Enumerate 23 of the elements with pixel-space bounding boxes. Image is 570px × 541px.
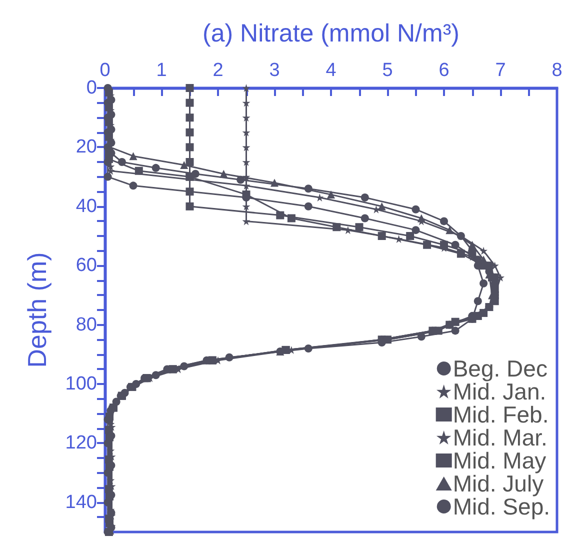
x-tick-label: 4 <box>326 60 337 81</box>
x-tick-label: 0 <box>100 60 110 81</box>
y-tick-label: 80 <box>76 314 97 336</box>
legend-label: Beg. Dec <box>452 356 548 382</box>
x-axis-title: (a) Nitrate (mmol N/m³) <box>202 20 460 48</box>
y-tick-label: 0 <box>86 78 97 98</box>
legend-label: Mid. Mar. <box>452 424 548 450</box>
y-tick-label: 120 <box>65 432 97 454</box>
x-tick-label: 6 <box>438 60 450 81</box>
x-tick-label: 5 <box>382 60 393 81</box>
x-tick-label: 2 <box>212 60 224 81</box>
y-tick-label: 60 <box>76 255 97 276</box>
legend-label: Mid. Feb. <box>452 402 549 428</box>
x-tick-label: 8 <box>552 60 562 81</box>
x-tick-label: 1 <box>156 60 167 81</box>
y-tick-label: 40 <box>76 196 97 217</box>
y-tick-label: 100 <box>65 374 97 394</box>
x-tick-label: 7 <box>495 60 506 81</box>
y-axis-title: Depth (m) <box>22 252 52 368</box>
y-tick-label: 20 <box>76 136 97 158</box>
legend-label: Mid. May <box>452 448 547 474</box>
x-tick-label: 3 <box>269 60 280 81</box>
y-tick-label: 140 <box>65 492 97 513</box>
